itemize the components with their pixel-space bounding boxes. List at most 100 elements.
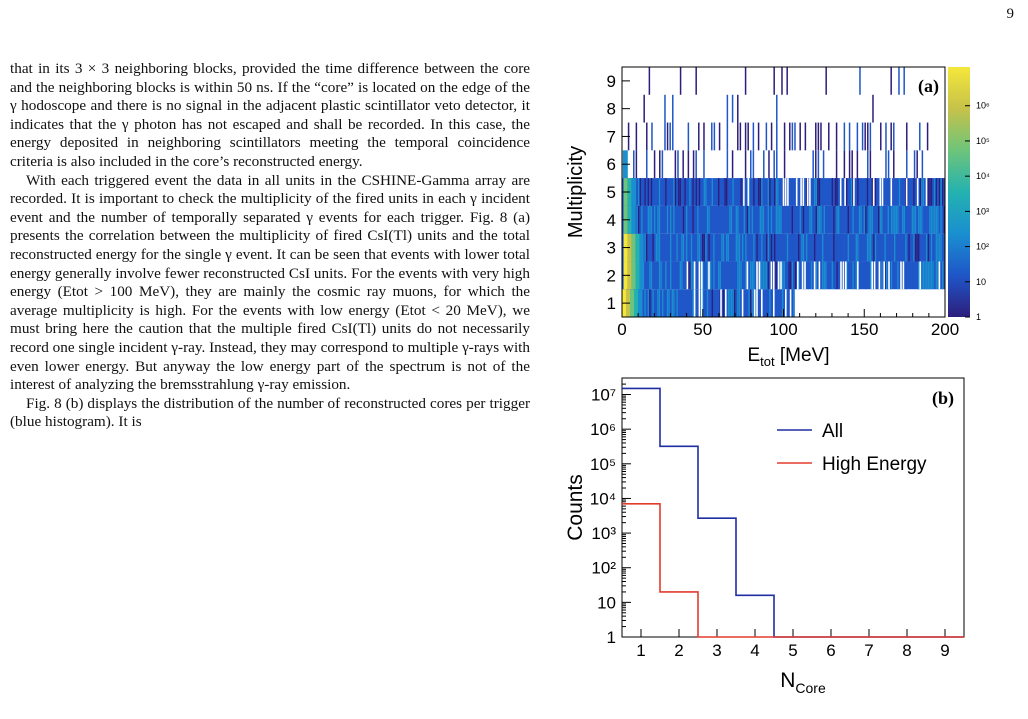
heatmap-stripe bbox=[927, 261, 929, 290]
heatmap-stripe bbox=[711, 289, 713, 317]
heatmap-gap bbox=[777, 261, 780, 290]
heatmap-stripe bbox=[686, 233, 688, 262]
heatmap-stripe bbox=[732, 289, 734, 317]
heatmap-stripe bbox=[775, 178, 777, 206]
heatmap-stripe bbox=[879, 205, 881, 234]
heatmap-stripe bbox=[764, 261, 766, 290]
heatmap-stripe bbox=[646, 122, 648, 151]
heatmap-stripe bbox=[652, 233, 654, 262]
heatmap-stripe bbox=[746, 178, 749, 206]
heatmap-stripe bbox=[838, 261, 840, 290]
heatmap-stripe bbox=[641, 178, 643, 206]
heatmap-stripe bbox=[929, 261, 931, 290]
heatmap-gap bbox=[693, 289, 696, 317]
colorbar-tick-label: 10³ bbox=[976, 206, 989, 216]
legend-label: High Energy bbox=[822, 454, 927, 475]
x-tick-label: 0 bbox=[617, 320, 626, 339]
heatmap-stripe bbox=[687, 122, 690, 151]
heatmap-stripe bbox=[815, 122, 817, 151]
colorbar-tick-label: 10² bbox=[976, 242, 989, 252]
heatmap-stripe bbox=[681, 233, 683, 262]
heatmap-stripe bbox=[774, 261, 776, 290]
heatmap-stripe bbox=[708, 233, 710, 262]
heatmap-stripe bbox=[759, 261, 761, 290]
heatmap-stripe bbox=[672, 94, 674, 123]
heatmap-stripe bbox=[702, 233, 704, 262]
heatmap-stripe bbox=[735, 205, 737, 234]
heatmap-stripe bbox=[869, 122, 872, 151]
heatmap-stripe bbox=[762, 261, 765, 290]
heatmap-stripe bbox=[788, 289, 790, 317]
heatmap-stripe bbox=[874, 233, 877, 262]
heatmap-stripe bbox=[855, 233, 857, 262]
heatmap-stripe bbox=[902, 205, 904, 234]
heatmap-stripe bbox=[822, 150, 825, 179]
heatmap-gap bbox=[795, 178, 798, 206]
heatmap-gap bbox=[839, 178, 842, 206]
x-tick-label: 150 bbox=[850, 320, 878, 339]
heatmap-stripe bbox=[735, 233, 737, 262]
heatmap-stripe bbox=[692, 261, 694, 290]
heatmap-stripe bbox=[798, 233, 800, 262]
heatmap-gap bbox=[873, 261, 876, 290]
heatmap-stripe bbox=[929, 205, 931, 234]
heatmap-stripe bbox=[825, 67, 827, 95]
heatmap-row-5 bbox=[622, 178, 945, 206]
heatmap-stripe bbox=[833, 233, 835, 262]
heatmap-stripe bbox=[788, 178, 790, 206]
heatmap-stripe bbox=[940, 205, 942, 234]
heatmap-stripe bbox=[893, 122, 895, 151]
heatmap-stripe bbox=[880, 122, 882, 151]
heatmap-stripe bbox=[703, 233, 705, 262]
heatmap-stripe bbox=[729, 205, 731, 234]
heatmap-stripe bbox=[732, 178, 734, 206]
heatmap-stripe bbox=[851, 150, 853, 179]
heatmap-stripe bbox=[648, 67, 651, 95]
heatmap-low-energy-cell bbox=[631, 233, 636, 262]
heatmap-stripe bbox=[775, 261, 777, 290]
heatmap-stripe bbox=[852, 261, 854, 290]
heatmap-gap bbox=[782, 178, 785, 206]
y-tick-label: 7 bbox=[607, 127, 616, 146]
heatmap-stripe bbox=[885, 150, 887, 179]
heatmap-stripe bbox=[740, 289, 742, 317]
heatmap-stripe bbox=[793, 205, 795, 234]
heatmap-gap bbox=[842, 261, 845, 290]
heatmap-stripe bbox=[874, 178, 877, 206]
heatmap-stripe bbox=[783, 150, 786, 179]
heatmap-stripe bbox=[639, 178, 641, 206]
heatmap-stripe bbox=[738, 261, 741, 290]
heatmap-stripe bbox=[676, 233, 678, 262]
y-tick-label: 9 bbox=[607, 72, 616, 91]
y-tick-label: 2 bbox=[607, 266, 616, 285]
heatmap-stripe bbox=[804, 122, 807, 151]
heatmap-stripe bbox=[930, 205, 933, 234]
heatmap-gap bbox=[840, 261, 842, 290]
heatmap-stripe bbox=[753, 261, 755, 290]
colorbar-tick-label: 10⁶ bbox=[976, 101, 990, 111]
heatmap-low-energy-cell bbox=[634, 289, 638, 317]
page-number: 9 bbox=[1006, 6, 1015, 22]
heatmap-stripe bbox=[738, 233, 741, 262]
heatmap-stripe bbox=[670, 205, 672, 234]
heatmap-stripe bbox=[890, 67, 892, 95]
heatmap-stripe bbox=[870, 261, 872, 290]
heatmap-stripe bbox=[745, 178, 747, 206]
heatmap-gap bbox=[773, 289, 775, 317]
heatmap-stripe bbox=[752, 122, 755, 151]
heatmap-stripe bbox=[726, 261, 728, 290]
heatmap-row-8 bbox=[643, 94, 874, 123]
heatmap-stripe bbox=[705, 233, 707, 262]
heatmap-stripe bbox=[918, 233, 920, 262]
heatmap-stripe bbox=[690, 233, 693, 262]
heatmap-stripe bbox=[737, 233, 739, 262]
heatmap-stripe bbox=[761, 261, 763, 290]
heatmap-stripe bbox=[841, 233, 843, 262]
heatmap-stripe bbox=[754, 205, 757, 234]
heatmap-stripe bbox=[898, 67, 900, 95]
y-tick-label: 10⁷ bbox=[591, 386, 616, 405]
heatmap-stripe bbox=[746, 205, 749, 234]
heatmap-stripe bbox=[750, 150, 752, 179]
heatmap-stripe bbox=[655, 289, 657, 317]
heatmap-stripe bbox=[767, 261, 769, 290]
